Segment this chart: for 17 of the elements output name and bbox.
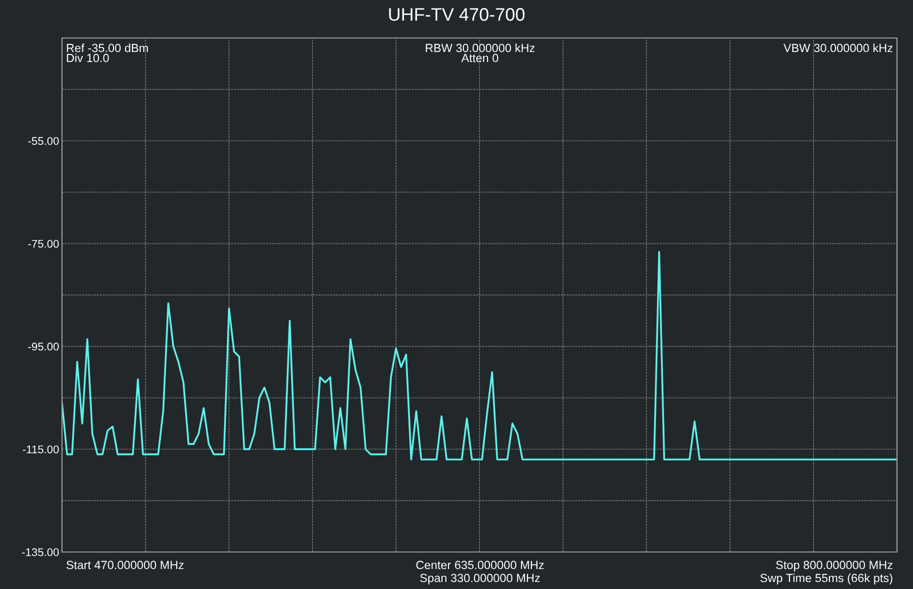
y-tick-label: -115.00: [22, 445, 59, 454]
text: Stop 800.000000 MHz: [776, 560, 892, 572]
y-tick-label: -55.00: [28, 137, 59, 145]
y-tick-label: -135.00: [22, 548, 59, 556]
y-tick-label: -75.00: [28, 240, 59, 248]
text: Span 330.000000 MHz: [420, 574, 540, 585]
text: Start 470.000000 MHz: [66, 560, 184, 570]
y-tick-label: -95.00: [28, 342, 59, 351]
chart-title: UHF-TV 470-700: [389, 8, 525, 21]
annotation: Div 10.0: [66, 54, 109, 62]
text: Swp Time 55ms (66k pts): [760, 573, 892, 585]
annotation: Ref -35.00 dBm: [66, 44, 148, 52]
annotation: VBW 30.000000 kHz: [783, 44, 892, 52]
annotation: RBW 30.000000 kHz: [426, 44, 535, 52]
line-series: [62, 250, 897, 460]
annotation: Atten 0: [461, 54, 498, 62]
text: Center 635.000000 MHz: [416, 560, 544, 570]
